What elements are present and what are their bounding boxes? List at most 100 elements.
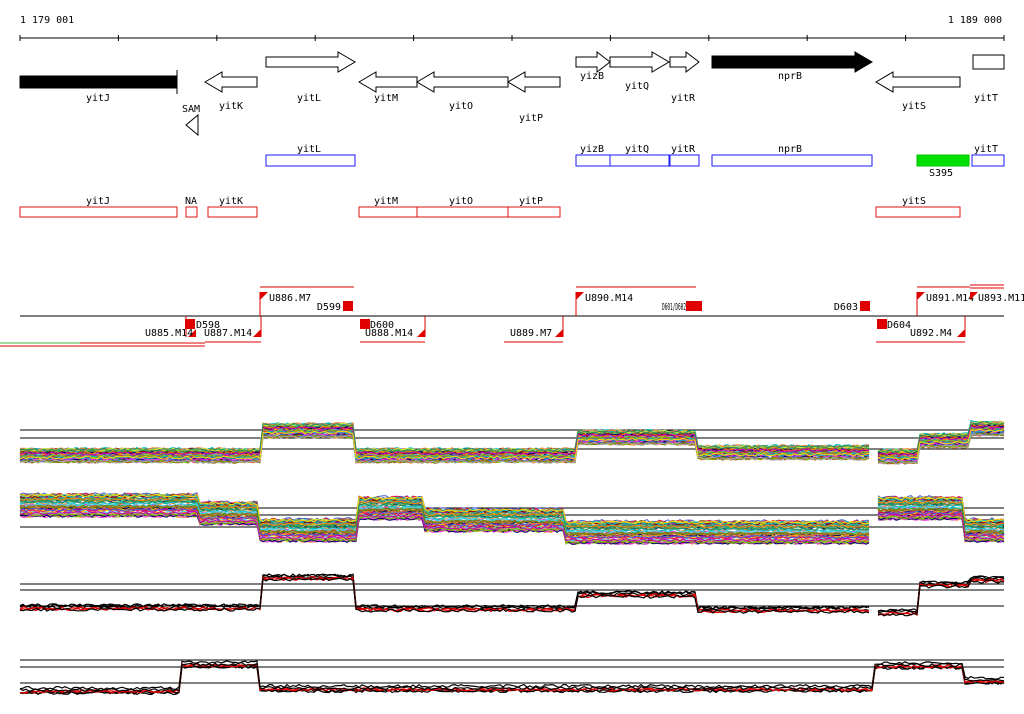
blue-annotation-labels: yitL yizB yitQ yitR nprB yitT S395 xyxy=(297,144,998,179)
gene-yitK[interactable] xyxy=(204,71,258,93)
gene-yitT[interactable] xyxy=(972,54,1005,70)
gene-yitR[interactable] xyxy=(669,50,700,74)
expression-profile-line xyxy=(19,504,1005,536)
gene-nprB[interactable] xyxy=(711,51,873,73)
expression-profiles-reverse xyxy=(19,492,1005,546)
label-D598: D598 xyxy=(196,320,220,331)
start-coordinate: 1 179 001 xyxy=(20,15,74,26)
blue-label-yitQ: yitQ xyxy=(625,144,649,155)
lower-segment-D598[interactable] xyxy=(185,319,195,329)
expression-profile-line xyxy=(19,664,1005,695)
gene-label-SAM: SAM xyxy=(182,104,200,115)
gene-yitO[interactable] xyxy=(416,71,509,93)
label-U891.M14: U891.M14 xyxy=(926,293,974,304)
gene-yitM[interactable] xyxy=(358,71,418,93)
gene-yitS[interactable] xyxy=(875,71,961,93)
lower-segment-U892.M4[interactable] xyxy=(876,316,966,343)
expression-summary-reverse xyxy=(19,660,1005,696)
red-box-yitP[interactable] xyxy=(507,206,561,218)
expression-profile-line xyxy=(19,660,1005,691)
label-U890.M14: U890.M14 xyxy=(585,293,633,304)
gene-label-yitO: yitO xyxy=(449,101,473,112)
segment-track: U886.M7 D599 U890.M14 D601/D602 D603 U89… xyxy=(0,284,1024,347)
red-box-NA[interactable] xyxy=(185,206,198,218)
green-box-S395[interactable] xyxy=(916,154,970,167)
expression-profile-line xyxy=(19,499,1005,531)
red-box-yitS[interactable] xyxy=(875,206,961,218)
gene-label-yitL: yitL xyxy=(297,93,321,104)
red-box-yitM[interactable] xyxy=(358,206,418,218)
expression-panel-reverse-summary xyxy=(19,659,1005,696)
red-label-yitK: yitK xyxy=(219,196,243,207)
gene-label-yitJ: yitJ xyxy=(86,93,110,104)
expression-profile-line xyxy=(19,493,1004,525)
lower-segment-D600[interactable] xyxy=(360,319,370,329)
label-D604: D604 xyxy=(887,320,911,331)
upper-segment-U890.M14[interactable] xyxy=(575,286,696,316)
blue-box-yizB[interactable] xyxy=(575,154,611,167)
lower-segment-U889.M7[interactable] xyxy=(504,316,564,343)
expression-profile-line xyxy=(19,576,1005,616)
gene-label-yitQ: yitQ xyxy=(625,81,649,92)
blue-box-nprB[interactable] xyxy=(711,154,873,167)
upper-segment-D603[interactable] xyxy=(860,301,870,311)
upper-segment-D601-D602[interactable] xyxy=(686,301,702,311)
red-box-yitJ[interactable] xyxy=(19,206,178,218)
blue-label-yitT: yitT xyxy=(974,144,998,155)
red-label-yitM: yitM xyxy=(374,196,398,207)
gene-yitJ[interactable] xyxy=(19,70,178,94)
upper-segment-U886.M7[interactable] xyxy=(259,286,354,316)
label-D599: D599 xyxy=(317,302,341,313)
red-label-NA: NA xyxy=(185,196,197,207)
lower-segment-D604[interactable] xyxy=(877,319,887,329)
label-U887.M14: U887.M14 xyxy=(204,328,252,339)
label-U888.M14: U888.M14 xyxy=(365,328,413,339)
blue-annotation-track xyxy=(265,154,1005,167)
gene-label-yizB: yizB xyxy=(580,71,604,82)
label-U885.M14: U885.M14 xyxy=(145,328,193,339)
expression-profile-line xyxy=(19,510,1005,542)
lower-segment-U888.M14[interactable] xyxy=(360,316,426,343)
red-label-yitP: yitP xyxy=(519,196,543,207)
blue-box-yitL[interactable] xyxy=(265,154,356,167)
blue-label-nprB: nprB xyxy=(778,144,802,155)
expression-panel-forward-multi xyxy=(19,419,1005,465)
label-D601-D602: D601/D602 xyxy=(662,302,686,313)
upper-segment-U891.M14[interactable] xyxy=(916,286,970,316)
expression-panel-forward-summary xyxy=(19,573,1005,617)
label-D600: D600 xyxy=(370,320,394,331)
upper-segment-D599[interactable] xyxy=(343,301,353,311)
blue-label-yitR: yitR xyxy=(671,144,696,155)
gene-yitL[interactable] xyxy=(265,51,356,73)
gene-SAM[interactable] xyxy=(185,113,199,137)
gene-yizB[interactable] xyxy=(575,50,611,74)
blue-box-yitQ[interactable] xyxy=(609,154,670,167)
gene-label-yitK: yitK xyxy=(219,101,243,112)
expression-profile-line xyxy=(19,577,1005,617)
blue-label-yitL: yitL xyxy=(297,144,321,155)
label-D603: D603 xyxy=(834,302,858,313)
gene-yitQ[interactable] xyxy=(609,51,670,73)
lower-segment-U887.M14[interactable] xyxy=(205,316,262,343)
gene-label-nprB: nprB xyxy=(778,71,802,82)
blue-box-yitR[interactable] xyxy=(669,154,700,167)
coordinate-ruler: 1 179 001 1 189 000 xyxy=(19,15,1005,41)
red-label-yitO: yitO xyxy=(449,196,473,207)
expression-profile-line xyxy=(19,424,1005,457)
blue-label-yizB: yizB xyxy=(580,144,604,155)
end-coordinate: 1 189 000 xyxy=(948,15,1002,26)
expression-profile-line xyxy=(19,433,1005,465)
gene-label-yitS: yitS xyxy=(902,101,926,112)
gene-label-yitT: yitT xyxy=(974,93,998,104)
label-U892.M4: U892.M4 xyxy=(910,328,952,339)
blue-box-yitT[interactable] xyxy=(971,154,1005,167)
upper-segment-U893.M11[interactable] xyxy=(970,284,1004,300)
red-annotation-track xyxy=(19,206,961,218)
label-U889.M7: U889.M7 xyxy=(510,328,552,339)
gene-label-yitM: yitM xyxy=(374,93,398,104)
red-box-yitK[interactable] xyxy=(207,206,258,218)
gene-yitP[interactable] xyxy=(507,71,561,93)
red-annotation-labels: yitJ NA yitK yitM yitO yitP yitS xyxy=(86,196,926,207)
red-box-yitO[interactable] xyxy=(416,206,509,218)
